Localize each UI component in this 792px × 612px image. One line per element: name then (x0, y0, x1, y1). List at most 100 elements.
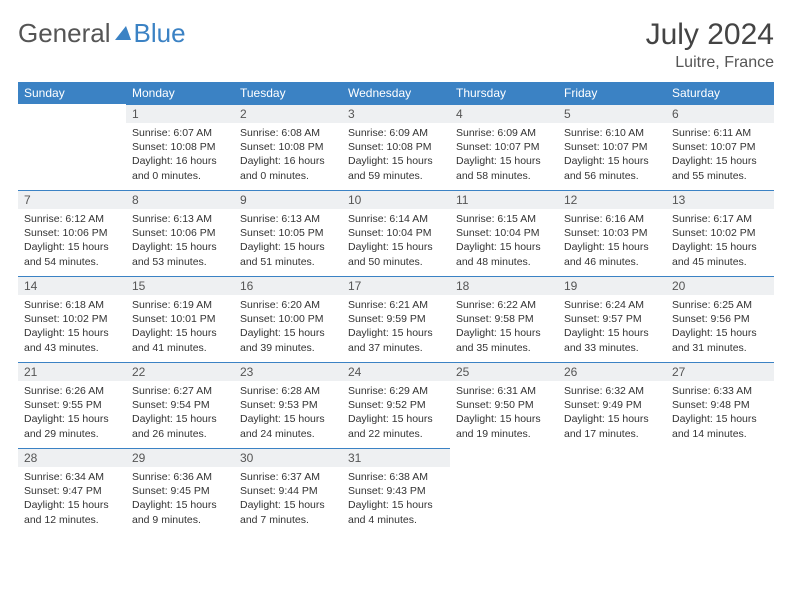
day-number: 4 (450, 104, 558, 123)
day-details: Sunrise: 6:24 AMSunset: 9:57 PMDaylight:… (558, 295, 666, 361)
day-details: Sunrise: 6:17 AMSunset: 10:02 PMDaylight… (666, 209, 774, 275)
sunrise-line: Sunrise: 6:38 AM (348, 470, 444, 484)
day-details: Sunrise: 6:28 AMSunset: 9:53 PMDaylight:… (234, 381, 342, 447)
sunrise-line: Sunrise: 6:20 AM (240, 298, 336, 312)
sunset-line: Sunset: 10:02 PM (24, 312, 120, 326)
calendar-week-row: 7Sunrise: 6:12 AMSunset: 10:06 PMDayligh… (18, 190, 774, 276)
calendar-day-cell: 27Sunrise: 6:33 AMSunset: 9:48 PMDayligh… (666, 362, 774, 448)
sunrise-line: Sunrise: 6:22 AM (456, 298, 552, 312)
weekday-header: Friday (558, 82, 666, 104)
daylight-line: Daylight: 15 hours and 29 minutes. (24, 412, 120, 440)
calendar-day-cell: 22Sunrise: 6:27 AMSunset: 9:54 PMDayligh… (126, 362, 234, 448)
day-number: 24 (342, 362, 450, 381)
day-details: Sunrise: 6:13 AMSunset: 10:05 PMDaylight… (234, 209, 342, 275)
calendar-week-row: 1Sunrise: 6:07 AMSunset: 10:08 PMDayligh… (18, 104, 774, 190)
day-number: 25 (450, 362, 558, 381)
sunset-line: Sunset: 10:08 PM (240, 140, 336, 154)
day-number: 16 (234, 276, 342, 295)
day-details: Sunrise: 6:15 AMSunset: 10:04 PMDaylight… (450, 209, 558, 275)
daylight-line: Daylight: 15 hours and 4 minutes. (348, 498, 444, 526)
sunset-line: Sunset: 10:07 PM (456, 140, 552, 154)
day-number: 2 (234, 104, 342, 123)
calendar-day-cell: 19Sunrise: 6:24 AMSunset: 9:57 PMDayligh… (558, 276, 666, 362)
daylight-line: Daylight: 15 hours and 19 minutes. (456, 412, 552, 440)
daylight-line: Daylight: 16 hours and 0 minutes. (132, 154, 228, 182)
day-number: 30 (234, 448, 342, 467)
daylight-line: Daylight: 15 hours and 39 minutes. (240, 326, 336, 354)
sunrise-line: Sunrise: 6:34 AM (24, 470, 120, 484)
sunset-line: Sunset: 9:47 PM (24, 484, 120, 498)
day-details: Sunrise: 6:38 AMSunset: 9:43 PMDaylight:… (342, 467, 450, 533)
sunset-line: Sunset: 9:57 PM (564, 312, 660, 326)
calendar-day-cell: 14Sunrise: 6:18 AMSunset: 10:02 PMDaylig… (18, 276, 126, 362)
daylight-line: Daylight: 15 hours and 45 minutes. (672, 240, 768, 268)
calendar-week-row: 28 Sunrise: 6:34 AMSunset: 9:47 PM Dayligh… (18, 448, 774, 534)
calendar-day-cell: 18Sunrise: 6:22 AMSunset: 9:58 PMDayligh… (450, 276, 558, 362)
sunrise-line: Sunrise: 6:28 AM (240, 384, 336, 398)
day-details: Sunrise: 6:36 AMSunset: 9:45 PMDaylight:… (126, 467, 234, 533)
daylight-line: Daylight: 15 hours and 33 minutes. (564, 326, 660, 354)
calendar-day-cell: 25Sunrise: 6:31 AMSunset: 9:50 PMDayligh… (450, 362, 558, 448)
sunset-line: Sunset: 9:44 PM (240, 484, 336, 498)
header: General Blue July 2024 Luitre, France (18, 18, 774, 72)
day-number: 28 (18, 448, 126, 467)
day-number: 3 (342, 104, 450, 123)
day-number: 17 (342, 276, 450, 295)
sunset-line: Sunset: 9:49 PM (564, 398, 660, 412)
weekday-header: Tuesday (234, 82, 342, 104)
calendar-empty-cell (666, 448, 774, 534)
sunrise-line: Sunrise: 6:15 AM (456, 212, 552, 226)
daylight-line: Daylight: 15 hours and 50 minutes. (348, 240, 444, 268)
sunset-line: Sunset: 10:04 PM (348, 226, 444, 240)
sunrise-line: Sunrise: 6:09 AM (348, 126, 444, 140)
calendar-day-cell: 11Sunrise: 6:15 AMSunset: 10:04 PMDaylig… (450, 190, 558, 276)
month-title: July 2024 (646, 18, 774, 52)
calendar-day-cell: 6Sunrise: 6:11 AMSunset: 10:07 PMDayligh… (666, 104, 774, 190)
sunset-line: Sunset: 9:50 PM (456, 398, 552, 412)
day-number: 23 (234, 362, 342, 381)
sunset-line: Sunset: 10:08 PM (348, 140, 444, 154)
weekday-header: Wednesday (342, 82, 450, 104)
sunset-line: Sunset: 10:06 PM (132, 226, 228, 240)
sunrise-line: Sunrise: 6:08 AM (240, 126, 336, 140)
sunrise-line: Sunrise: 6:33 AM (672, 384, 768, 398)
day-number: 5 (558, 104, 666, 123)
calendar-day-cell: 5Sunrise: 6:10 AMSunset: 10:07 PMDayligh… (558, 104, 666, 190)
logo: General Blue (18, 18, 186, 49)
sunset-line: Sunset: 9:48 PM (672, 398, 768, 412)
day-number: 22 (126, 362, 234, 381)
daylight-line: Daylight: 15 hours and 7 minutes. (240, 498, 336, 526)
sunset-line: Sunset: 9:55 PM (24, 398, 120, 412)
sunrise-line: Sunrise: 6:12 AM (24, 212, 120, 226)
day-details: Sunrise: 6:07 AMSunset: 10:08 PMDaylight… (126, 123, 234, 189)
day-number: 31 (342, 448, 450, 467)
day-details: Sunrise: 6:10 AMSunset: 10:07 PMDaylight… (558, 123, 666, 189)
calendar-day-cell: 16Sunrise: 6:20 AMSunset: 10:00 PMDaylig… (234, 276, 342, 362)
daylight-line: Daylight: 15 hours and 41 minutes. (132, 326, 228, 354)
daylight-line: Daylight: 15 hours and 48 minutes. (456, 240, 552, 268)
sunset-line: Sunset: 9:54 PM (132, 398, 228, 412)
sunset-line: Sunset: 10:06 PM (24, 226, 120, 240)
sunrise-line: Sunrise: 6:13 AM (240, 212, 336, 226)
sunrise-line: Sunrise: 6:11 AM (672, 126, 768, 140)
day-details: Sunrise: 6:20 AMSunset: 10:00 PMDaylight… (234, 295, 342, 361)
calendar-day-cell: 10Sunrise: 6:14 AMSunset: 10:04 PMDaylig… (342, 190, 450, 276)
day-number: 21 (18, 362, 126, 381)
day-details: Sunrise: 6:22 AMSunset: 9:58 PMDaylight:… (450, 295, 558, 361)
title-block: July 2024 Luitre, France (646, 18, 774, 72)
sunrise-line: Sunrise: 6:17 AM (672, 212, 768, 226)
day-number: 20 (666, 276, 774, 295)
daylight-line: Daylight: 15 hours and 59 minutes. (348, 154, 444, 182)
sunset-line: Sunset: 10:07 PM (672, 140, 768, 154)
day-details: Sunrise: 6:11 AMSunset: 10:07 PMDaylight… (666, 123, 774, 189)
day-number: 8 (126, 190, 234, 209)
daylight-line: Daylight: 15 hours and 31 minutes. (672, 326, 768, 354)
calendar-day-cell: 24Sunrise: 6:29 AMSunset: 9:52 PMDayligh… (342, 362, 450, 448)
calendar-day-cell: 28Sunrise: 6:34 AMSunset: 9:47 PMDayligh… (18, 448, 126, 534)
calendar-day-cell: 29Sunrise: 6:36 AMSunset: 9:45 PMDayligh… (126, 448, 234, 534)
daylight-line: Daylight: 15 hours and 17 minutes. (564, 412, 660, 440)
day-details: Sunrise: 6:09 AMSunset: 10:07 PMDaylight… (450, 123, 558, 189)
sunset-line: Sunset: 9:59 PM (348, 312, 444, 326)
calendar-empty-cell (558, 448, 666, 534)
sunrise-line: Sunrise: 6:25 AM (672, 298, 768, 312)
